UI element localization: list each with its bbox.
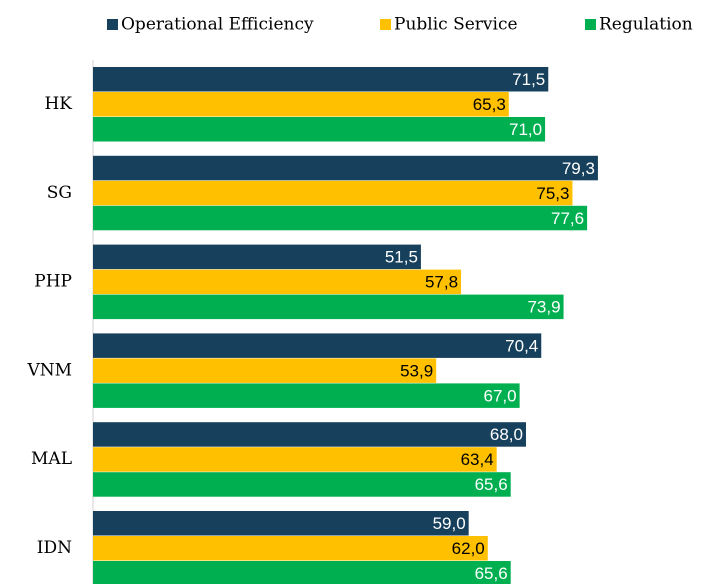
category-label: VNM bbox=[26, 360, 72, 380]
bar bbox=[93, 269, 462, 295]
bar bbox=[93, 358, 437, 383]
bar bbox=[93, 155, 598, 181]
bar bbox=[93, 333, 542, 358]
bar bbox=[93, 67, 549, 92]
value-label: 63,4 bbox=[461, 450, 494, 469]
category-label: PHP bbox=[34, 272, 72, 292]
value-label: 70,4 bbox=[505, 336, 538, 355]
value-label: 53,9 bbox=[400, 361, 433, 380]
bar bbox=[93, 422, 526, 447]
category-label: SG bbox=[47, 183, 72, 203]
legend-swatch bbox=[585, 19, 596, 30]
bar bbox=[93, 511, 469, 536]
value-label: 65,6 bbox=[475, 475, 508, 494]
value-label: 65,3 bbox=[473, 95, 506, 114]
legend-label: Public Service bbox=[394, 15, 518, 35]
legend-label: Regulation bbox=[599, 15, 693, 35]
value-label: 51,5 bbox=[385, 248, 418, 267]
value-label: 71,0 bbox=[509, 120, 542, 139]
value-label: 79,3 bbox=[562, 159, 595, 178]
bar bbox=[93, 294, 564, 320]
legend-label: Operational Efficiency bbox=[121, 15, 314, 35]
bar bbox=[93, 117, 546, 142]
legend-swatch bbox=[380, 19, 391, 30]
value-label: 75,3 bbox=[536, 184, 569, 203]
bar bbox=[93, 472, 511, 497]
value-label: 77,6 bbox=[551, 209, 584, 228]
value-label: 73,9 bbox=[527, 298, 560, 317]
value-label: 67,0 bbox=[484, 386, 517, 405]
bar bbox=[93, 180, 573, 206]
value-label: 65,6 bbox=[475, 564, 508, 583]
value-label: 59,0 bbox=[433, 514, 466, 533]
value-label: 71,5 bbox=[512, 70, 545, 89]
value-label: 68,0 bbox=[490, 425, 523, 444]
bar bbox=[93, 447, 497, 472]
bar bbox=[93, 536, 488, 561]
category-label: HK bbox=[44, 94, 72, 114]
category-label: IDN bbox=[37, 538, 72, 558]
legend-swatch bbox=[107, 19, 118, 30]
bar bbox=[93, 383, 520, 408]
category-label: MAL bbox=[31, 449, 72, 469]
bar bbox=[93, 561, 511, 584]
value-label: 57,8 bbox=[425, 273, 458, 292]
bar bbox=[93, 244, 421, 270]
value-label: 62,0 bbox=[452, 539, 485, 558]
bar bbox=[93, 205, 588, 231]
bar bbox=[93, 92, 509, 117]
